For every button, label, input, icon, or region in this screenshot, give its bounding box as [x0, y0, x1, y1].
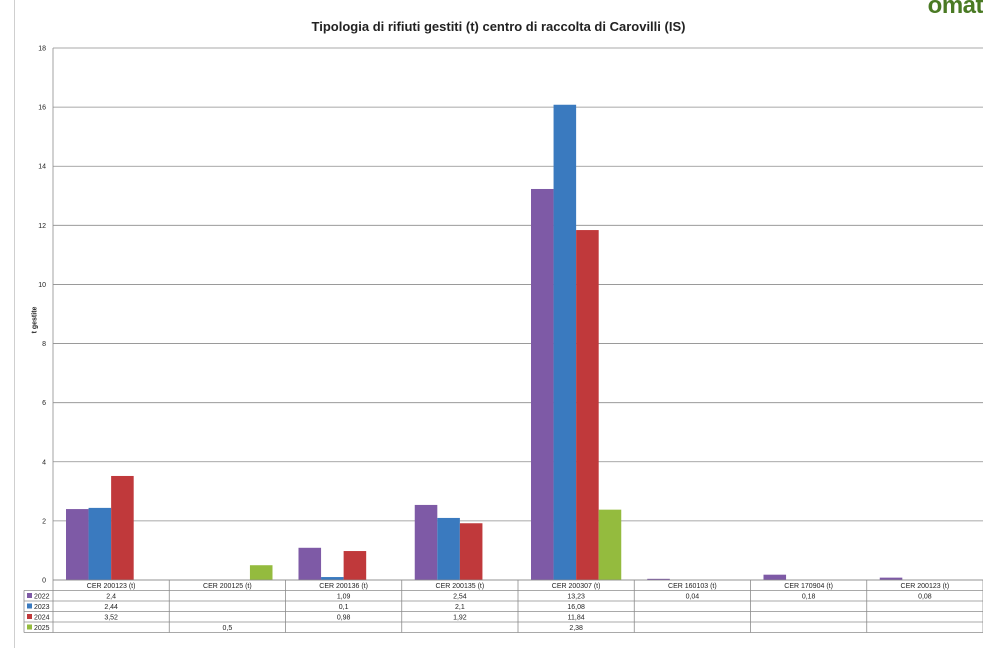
data-label: 0,18: [802, 593, 816, 600]
bar-2023: [437, 517, 460, 580]
data-label: 2,1: [455, 604, 465, 611]
y-tick-label: 14: [38, 164, 46, 171]
x-tick-label: CER 200135 (t): [436, 583, 485, 590]
bar-2024: [576, 230, 599, 580]
data-label: 2,44: [104, 604, 118, 611]
y-tick-label: 0: [42, 578, 46, 585]
bar-2022: [531, 188, 554, 581]
data-label: 13,23: [567, 593, 585, 600]
data-label: 0,1: [339, 604, 349, 611]
bar-2022: [414, 504, 438, 580]
bar-2022: [298, 547, 322, 580]
legend-label: 2024: [34, 614, 50, 621]
bar-2025: [249, 565, 273, 580]
legend-swatch-2022: [27, 593, 32, 598]
chart-frame: [14, 0, 983, 648]
y-tick-label: 8: [42, 341, 46, 348]
bar-2024: [459, 523, 483, 580]
x-tick-label: CER 200125 (t): [203, 583, 252, 590]
data-label: 2,4: [106, 593, 116, 600]
x-tick-label: CER 170904 (t): [784, 583, 833, 590]
y-tick-label: 16: [38, 105, 46, 112]
y-tick-label: 6: [42, 400, 46, 407]
data-label: 0,5: [223, 625, 233, 632]
legend-label: 2023: [34, 604, 50, 611]
bar-2022: [879, 577, 903, 580]
x-tick-label: CER 200307 (t): [552, 583, 601, 590]
data-label: 2,54: [453, 593, 467, 600]
x-tick-label: CER 160103 (t): [668, 583, 717, 590]
legend-swatch-2025: [27, 624, 32, 630]
legend-swatch-2024: [27, 614, 32, 619]
y-tick-label: 2: [42, 518, 46, 525]
legend-label: 2022: [34, 593, 50, 600]
bar-2023: [553, 104, 577, 580]
bar-2022: [66, 509, 89, 580]
bar-2022: [647, 578, 670, 580]
legend-swatch-2023: [27, 603, 32, 609]
y-tick-label: 10: [38, 282, 46, 289]
x-tick-label: CER 200123 (t): [901, 583, 950, 590]
data-label: 3,52: [104, 614, 118, 621]
y-tick-label: 18: [38, 46, 46, 53]
data-label: 11,84: [568, 614, 585, 621]
bar-2025: [598, 509, 622, 580]
bar-2023: [88, 507, 112, 580]
y-tick-label: 4: [42, 459, 46, 466]
data-label: 0,04: [686, 593, 700, 600]
bar-2024: [343, 551, 367, 580]
data-label: 1,92: [453, 614, 467, 621]
data-label: 0,98: [337, 614, 351, 621]
data-label: 1,09: [337, 593, 351, 600]
x-tick-label: CER 200136 (t): [319, 583, 368, 590]
legend-label: 2025: [34, 625, 50, 632]
brand-logo: omat: [927, 0, 983, 19]
bar-2024: [111, 475, 134, 580]
data-label: 0,08: [918, 593, 932, 600]
chart-title: Tipologia di rifiuti gestiti (t) centro …: [311, 19, 686, 34]
y-tick-label: 12: [38, 223, 46, 230]
bar-2022: [763, 574, 787, 580]
x-tick-label: CER 200123 (t): [87, 583, 136, 590]
bar-2023: [321, 577, 344, 580]
data-label: 16,08: [567, 604, 585, 611]
data-label: 2,38: [569, 625, 583, 632]
